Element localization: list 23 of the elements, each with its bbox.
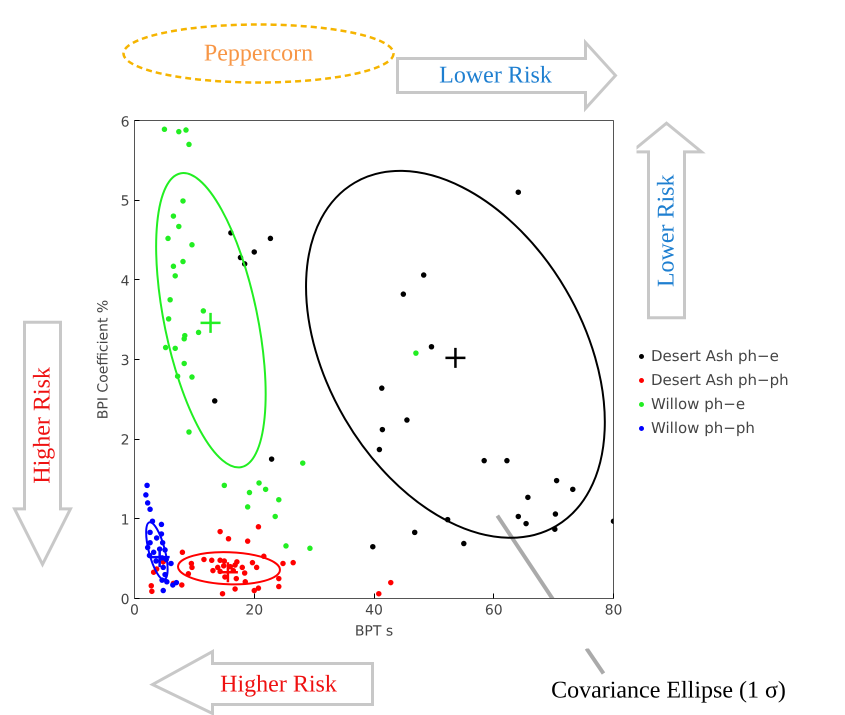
legend-label: Desert Ash ph−ph <box>651 371 789 389</box>
y-tick-label: 4 <box>120 273 130 290</box>
legend-label: Willow ph−ph <box>651 419 755 437</box>
text: Lower Risk <box>654 174 680 288</box>
legend-label: Desert Ash ph−e <box>651 347 779 365</box>
text: Covariance Ellipse (1 σ) <box>551 678 786 704</box>
y-axis-title: BPI Coefficient % <box>96 300 112 420</box>
x-tick-label: 20 <box>245 602 264 618</box>
x-tick-label: 60 <box>484 602 503 618</box>
y-tick-label: 0 <box>120 592 130 608</box>
y-tick-label: 6 <box>120 114 130 130</box>
y-tick-label: 2 <box>120 432 130 449</box>
text: Lower Risk <box>439 62 552 88</box>
x-axis-title: BPT s <box>354 624 394 640</box>
y-tick-label: 1 <box>120 512 130 528</box>
y-tick-label: 3 <box>120 353 130 369</box>
legend-label: Willow ph−e <box>651 395 746 413</box>
text: Higher Risk <box>220 672 337 698</box>
x-tick-label: 80 <box>604 602 622 618</box>
x-tick-label: 40 <box>365 602 383 618</box>
text: Higher Risk <box>30 367 56 484</box>
y-tick-label: 5 <box>120 194 130 210</box>
text: Peppercorn <box>204 40 314 66</box>
